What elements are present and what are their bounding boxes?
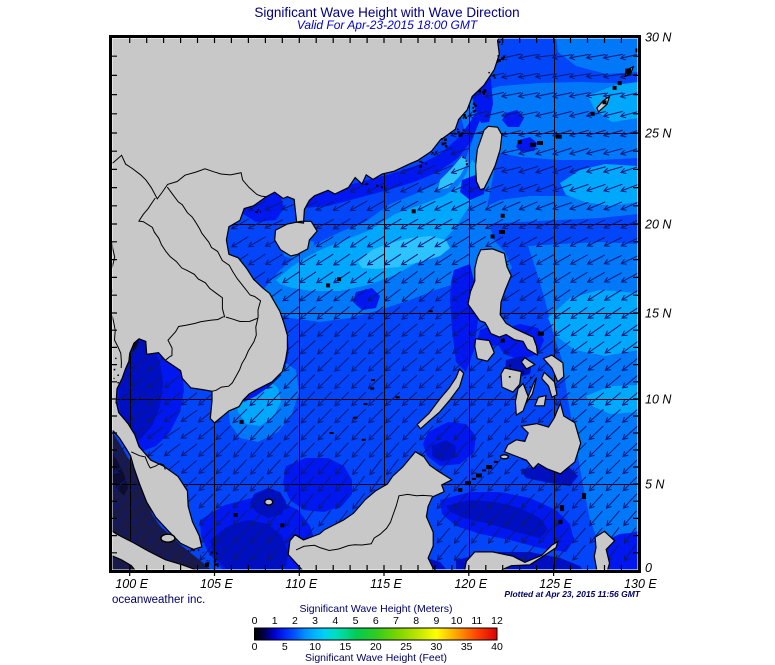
svg-text:Significant Wave Height (Feet): Significant Wave Height (Feet) <box>305 652 447 664</box>
svg-text:oceanweather inc.: oceanweather inc. <box>112 594 205 606</box>
svg-text:130 E: 130 E <box>624 577 657 591</box>
svg-text:10: 10 <box>309 641 321 653</box>
svg-text:100 E: 100 E <box>115 577 148 591</box>
svg-text:5 N: 5 N <box>645 478 665 492</box>
svg-text:20 N: 20 N <box>644 218 672 232</box>
svg-text:7: 7 <box>393 615 399 627</box>
svg-text:25: 25 <box>400 641 412 653</box>
svg-text:12: 12 <box>491 615 503 627</box>
svg-text:0: 0 <box>645 561 652 575</box>
svg-text:120 E: 120 E <box>454 577 487 591</box>
svg-text:4: 4 <box>332 615 338 627</box>
svg-text:Valid For Apr-23-2015 18:00 GM: Valid For Apr-23-2015 18:00 GMT <box>297 18 479 32</box>
svg-text:105 E: 105 E <box>200 577 233 591</box>
svg-text:Significant Wave Height with W: Significant Wave Height with Wave Direct… <box>254 5 519 20</box>
svg-text:11: 11 <box>471 615 482 627</box>
svg-text:5: 5 <box>282 641 288 653</box>
svg-text:0: 0 <box>252 615 258 627</box>
svg-text:20: 20 <box>370 641 382 653</box>
svg-text:2: 2 <box>292 615 298 627</box>
svg-text:25 N: 25 N <box>644 127 672 141</box>
svg-text:30: 30 <box>431 641 443 653</box>
svg-text:40: 40 <box>491 641 503 653</box>
svg-text:35: 35 <box>461 641 473 653</box>
svg-text:5: 5 <box>353 615 359 627</box>
svg-text:110 E: 110 E <box>285 577 317 591</box>
svg-text:15: 15 <box>340 641 352 653</box>
svg-text:9: 9 <box>433 615 439 627</box>
svg-text:10 N: 10 N <box>645 393 672 407</box>
svg-text:115 E: 115 E <box>370 577 402 591</box>
svg-text:6: 6 <box>373 615 379 627</box>
svg-text:3: 3 <box>312 615 318 627</box>
svg-text:10: 10 <box>451 615 463 627</box>
svg-text:30 N: 30 N <box>645 31 672 45</box>
svg-text:1: 1 <box>272 615 278 627</box>
svg-text:0: 0 <box>252 641 258 653</box>
svg-text:15 N: 15 N <box>645 307 672 321</box>
svg-text:Plotted at Apr 23, 2015 11:56: Plotted at Apr 23, 2015 11:56 GMT <box>504 589 640 599</box>
svg-text:125 E: 125 E <box>539 577 572 591</box>
svg-text:8: 8 <box>413 615 419 627</box>
svg-text:Significant Wave Height (Meter: Significant Wave Height (Meters) <box>299 603 452 615</box>
